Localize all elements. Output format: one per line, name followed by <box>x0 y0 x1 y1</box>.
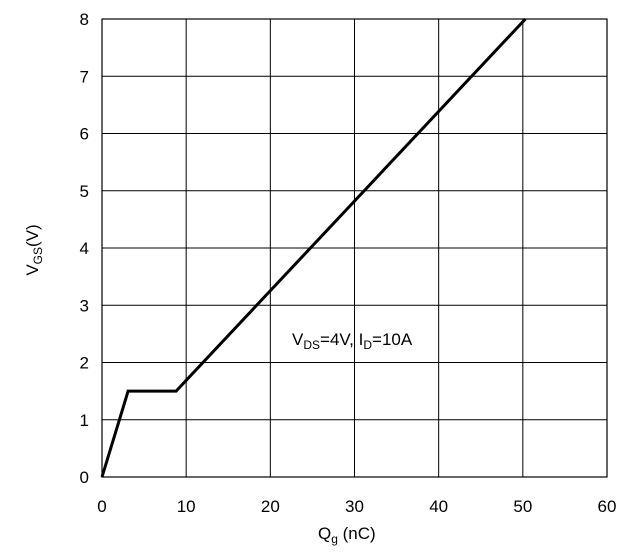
vgs-curve <box>100 17 527 478</box>
y-tick-label: 6 <box>80 125 89 144</box>
x-tick-labels: 0 10 20 30 40 50 60 <box>97 497 616 516</box>
x-tick-label: 50 <box>513 497 532 516</box>
x-tick-label: 60 <box>598 497 617 516</box>
x-axis-label: Qg (nC) <box>318 524 376 546</box>
y-tick-label: 7 <box>80 67 89 86</box>
x-tick-label: 10 <box>177 497 196 516</box>
y-axis-label: VGS(V) <box>23 224 45 275</box>
x-tick-label: 30 <box>345 497 364 516</box>
grid <box>101 18 608 478</box>
x-tick-label: 40 <box>429 497 448 516</box>
y-tick-label: 0 <box>80 468 89 487</box>
y-tick-label: 8 <box>80 10 89 29</box>
y-tick-label: 1 <box>80 411 89 430</box>
y-tick-label: 5 <box>80 182 89 201</box>
y-tick-label: 2 <box>80 354 89 373</box>
x-tick-label: 0 <box>97 497 106 516</box>
plot-frame <box>101 18 608 478</box>
y-tick-label: 4 <box>80 239 89 258</box>
annotation-label: VDS=4V, ID=10A <box>292 330 413 352</box>
y-tick-labels: 0 1 2 3 4 5 6 7 8 <box>80 10 89 487</box>
x-tick-label: 20 <box>261 497 280 516</box>
y-tick-label: 3 <box>80 296 89 315</box>
